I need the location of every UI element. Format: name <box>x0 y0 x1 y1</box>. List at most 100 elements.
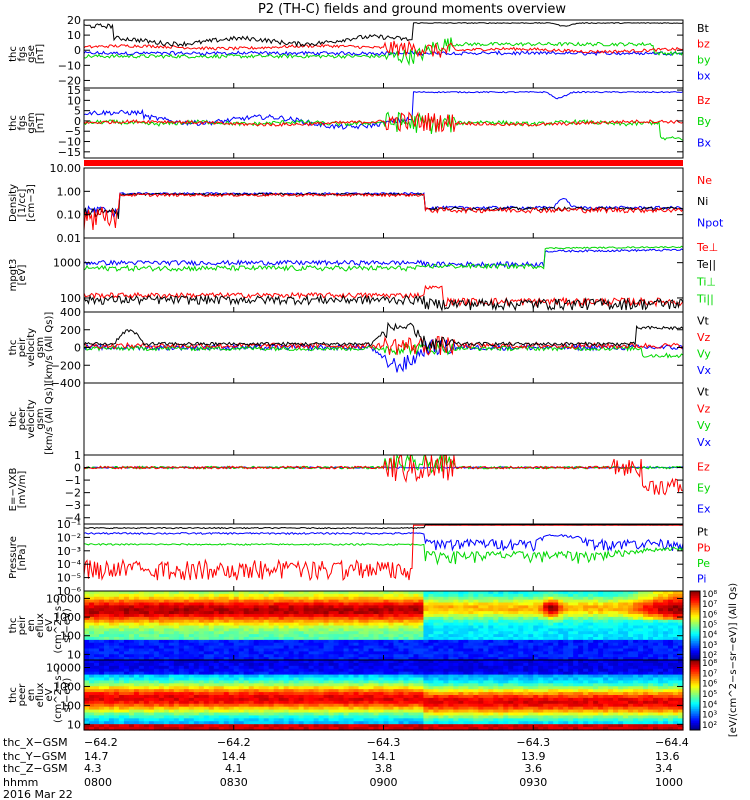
spectrogram-cell <box>378 700 385 705</box>
spectrogram-cell <box>428 651 435 655</box>
spectrogram-cell <box>238 634 245 638</box>
spectrogram-cell <box>663 622 669 627</box>
spectrogram-cell <box>268 625 275 629</box>
spectrogram-cell <box>223 712 230 717</box>
spectrogram-cell <box>658 645 664 650</box>
spectrogram-cell <box>308 645 315 650</box>
spectrogram-cell <box>533 631 539 635</box>
spectrogram-cell <box>428 700 435 705</box>
spectrogram-cell <box>353 715 360 719</box>
spectrogram-cell <box>633 616 639 621</box>
spectrogram-cell <box>98 639 105 644</box>
spectrogram-cell <box>233 668 240 673</box>
spectrogram-cell <box>623 608 629 612</box>
spectrogram-cell <box>228 645 235 650</box>
spectrogram-cell <box>423 662 430 667</box>
spectrogram-cell <box>253 674 260 679</box>
panel-2-ylabel: thc <box>8 115 19 131</box>
spectrogram-cell <box>228 591 235 595</box>
panel-1-ylabel: fgs <box>17 46 28 61</box>
spectrogram-cell <box>643 648 649 652</box>
spectrogram-cell <box>128 700 135 705</box>
spectrogram-cell <box>373 715 380 719</box>
spectrogram-cell <box>448 697 454 702</box>
spectrogram-cell <box>263 718 270 722</box>
spectrogram-cell <box>318 703 325 708</box>
spectrogram-cell <box>248 599 255 604</box>
spectrogram-cell <box>268 654 275 658</box>
spectrogram-cell <box>218 683 225 687</box>
spectrogram-cell <box>368 616 375 621</box>
spectrogram-cell <box>188 619 195 624</box>
spectrogram-cell <box>308 697 315 702</box>
spectrogram-cell <box>448 608 454 612</box>
spectrogram-cell <box>388 674 395 679</box>
spectrogram-cell <box>618 654 624 658</box>
spectrogram-cell <box>84 619 90 624</box>
spectrogram-cell <box>653 631 659 635</box>
spectrogram-cell <box>323 593 330 598</box>
spectrogram-cell <box>203 642 210 647</box>
spectrogram-cell <box>203 657 210 661</box>
spectrogram-cell <box>508 657 514 661</box>
spectrogram-cell <box>173 596 180 601</box>
spectrogram-cell <box>303 665 310 670</box>
spectrogram-cell <box>108 697 115 702</box>
spectrogram-cell <box>373 674 380 679</box>
legend-pi: Pi <box>697 572 706 585</box>
spectrogram-cell <box>333 712 340 717</box>
spectrogram-cell <box>348 671 355 676</box>
spectrogram-cell <box>463 660 469 664</box>
spectrogram-cell <box>198 709 205 714</box>
spectrogram-cell <box>158 631 165 635</box>
spectrogram-cell <box>163 637 170 641</box>
spectrogram-cell <box>193 692 200 696</box>
spectrogram-cell <box>133 727 140 731</box>
spectrogram-cell <box>498 611 504 615</box>
spectrogram-cell <box>293 591 300 595</box>
spectrogram-cell <box>278 651 285 655</box>
spectrogram-cell <box>263 639 270 644</box>
spectrogram-cell <box>328 654 335 658</box>
spectrogram-cell <box>393 639 400 644</box>
spectrogram-cell <box>173 639 180 644</box>
spectrogram-cell <box>348 616 355 621</box>
spectrogram-cell <box>508 602 514 606</box>
spectrogram-cell <box>363 642 370 647</box>
spectrogram-cell <box>588 619 594 624</box>
spectrogram-cell <box>218 625 225 629</box>
spectrogram-cell <box>443 645 449 650</box>
spectrogram-cell <box>408 639 415 644</box>
spectrogram-cell <box>438 674 444 679</box>
spectrogram-cell <box>223 662 230 667</box>
spectrogram-cell <box>268 662 275 667</box>
spectrogram-cell <box>388 599 395 604</box>
spectrogram-cell <box>128 709 135 714</box>
spectrogram-cell <box>263 605 270 609</box>
spectrogram-cell <box>343 622 350 627</box>
spectrogram-cell <box>178 718 185 722</box>
spectrogram-cell <box>168 706 175 711</box>
spectrogram-cell <box>648 639 654 644</box>
spectrogram-cell <box>158 651 165 655</box>
spectrogram-cell <box>278 709 285 714</box>
spectrogram-cell <box>173 697 180 702</box>
spectrogram-cell <box>188 697 195 702</box>
spectrogram-cell <box>418 677 425 682</box>
spectrogram-cell <box>453 645 459 650</box>
spectrogram-cell <box>418 715 425 719</box>
spectrogram-cell <box>103 657 110 661</box>
spectrogram-cell <box>98 695 105 699</box>
spectrogram-cell <box>243 715 250 719</box>
spectrogram-cell <box>258 625 265 629</box>
spectrogram-cell <box>233 677 240 682</box>
spectrogram-cell <box>393 611 400 615</box>
spectrogram-cell <box>203 727 210 731</box>
spectrogram-cell <box>643 602 649 606</box>
spectrogram-cell <box>423 625 430 629</box>
spectrogram-cell <box>278 639 285 644</box>
spectrogram-cell <box>303 680 310 684</box>
spectrogram-cell <box>438 671 444 676</box>
panels: 20100−10−20thcfgsgse[nT]Btbzbybx151050−5… <box>8 14 724 731</box>
